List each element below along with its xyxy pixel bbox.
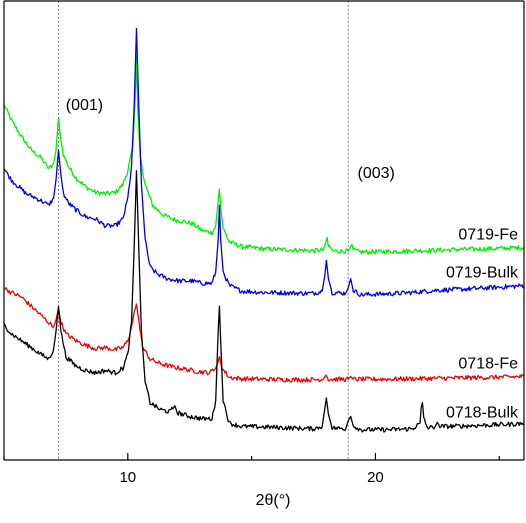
reference-line-label-2: (003)	[358, 165, 395, 182]
series-line-0719-fe	[3, 55, 525, 255]
reference-line-label-1: (001)	[66, 97, 103, 114]
x-tick-label-10: 10	[119, 469, 136, 486]
x-tick-label-20: 20	[367, 469, 384, 486]
series-line-0719-bulk	[3, 27, 525, 297]
x-ticks-layer: 10 20	[3, 453, 500, 486]
axes-layer	[3, 0, 525, 461]
reference-lines-layer: (001) (003)	[58, 1, 395, 460]
series-line-0718-bulk	[3, 170, 525, 433]
series-label-0719-bulk: 0719-Bulk	[446, 265, 519, 282]
series-layer	[3, 27, 525, 433]
series-line-0718-fe	[3, 287, 525, 383]
x-axis-label: 2θ(°)	[256, 492, 291, 509]
series-label-0719-fe: 0719-Fe	[458, 226, 518, 243]
series-label-0718-bulk: 0718-Bulk	[446, 404, 519, 421]
series-labels-layer: 0719-Fe 0719-Bulk 0718-Fe 0718-Bulk	[446, 226, 519, 421]
series-label-0718-fe: 0718-Fe	[458, 355, 518, 372]
